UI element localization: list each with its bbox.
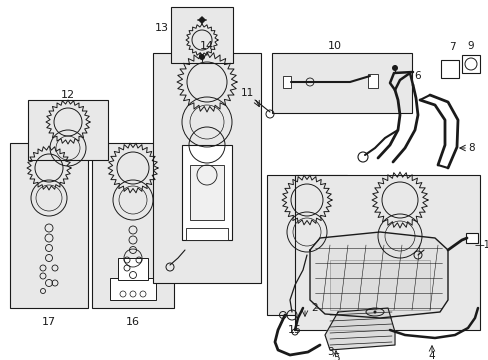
Text: 5: 5 — [332, 353, 339, 360]
Text: 14: 14 — [200, 41, 214, 51]
Text: 9: 9 — [467, 41, 473, 51]
Bar — [461, 55, 479, 73]
Text: —1: —1 — [473, 240, 488, 250]
Bar — [283, 76, 290, 88]
Bar — [294, 175, 479, 330]
Bar — [10, 143, 88, 308]
Text: 3: 3 — [326, 347, 333, 357]
Bar — [110, 278, 156, 300]
Bar — [329, 260, 429, 310]
Bar — [465, 233, 477, 243]
Text: 6: 6 — [414, 71, 421, 81]
Text: 15: 15 — [287, 325, 302, 335]
Text: 8: 8 — [468, 143, 474, 153]
Circle shape — [391, 65, 397, 71]
Text: 16: 16 — [126, 317, 140, 327]
Circle shape — [199, 54, 204, 60]
Bar — [118, 258, 148, 280]
Polygon shape — [325, 308, 394, 350]
Text: 12: 12 — [61, 90, 75, 100]
Text: 4: 4 — [428, 351, 434, 360]
Text: 10: 10 — [327, 41, 341, 51]
Bar — [266, 175, 346, 315]
Text: 17: 17 — [42, 317, 56, 327]
Bar — [28, 100, 108, 160]
Bar — [182, 145, 231, 240]
Polygon shape — [309, 232, 447, 318]
Circle shape — [199, 17, 204, 23]
Bar — [153, 53, 261, 283]
Bar — [171, 7, 232, 63]
Text: 13: 13 — [155, 23, 169, 33]
Bar — [190, 165, 224, 220]
Bar — [92, 143, 174, 308]
Circle shape — [373, 310, 376, 314]
Text: 11: 11 — [240, 88, 253, 98]
Text: 2: 2 — [311, 303, 318, 313]
Text: 7: 7 — [448, 42, 454, 52]
Bar — [271, 53, 411, 113]
Bar — [367, 74, 377, 88]
Bar — [185, 228, 227, 240]
Bar — [440, 60, 458, 78]
